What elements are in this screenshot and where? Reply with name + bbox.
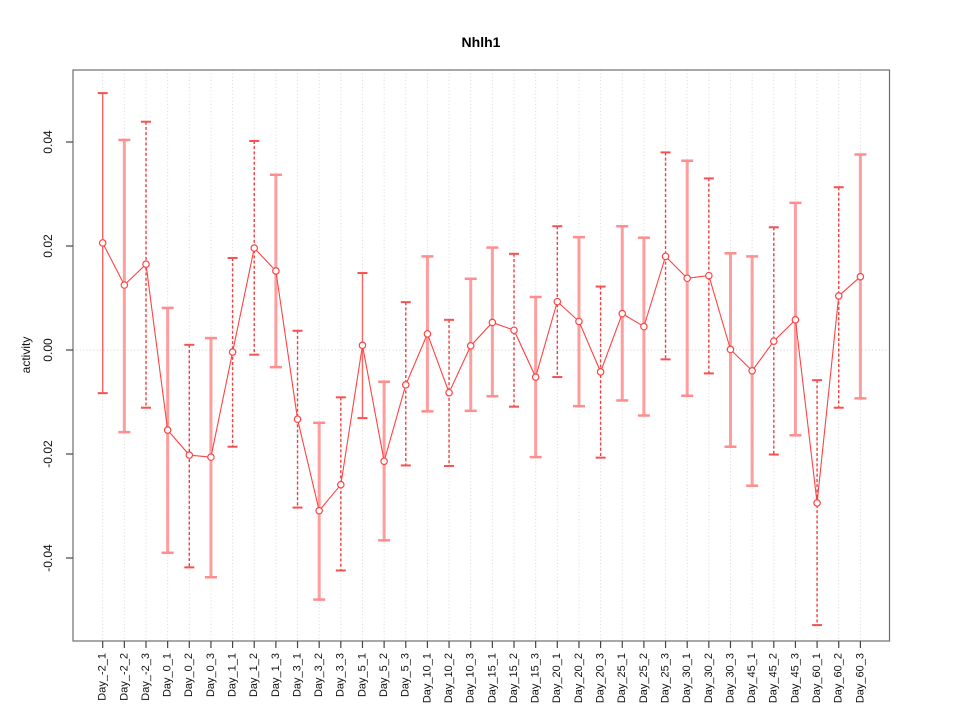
x-tick-label: Day_5_2 — [378, 653, 390, 697]
data-point-marker — [185, 451, 194, 459]
y-tick-label: -0.04 — [41, 544, 55, 572]
data-point-marker — [250, 244, 259, 252]
y-tick-label: 0.02 — [41, 234, 55, 258]
x-tick-label: Day_30_2 — [703, 653, 715, 703]
data-point-marker — [834, 292, 843, 300]
data-point-marker — [575, 317, 583, 326]
data-point-marker — [358, 341, 367, 350]
x-tick-label: Day_60_3 — [854, 653, 866, 703]
x-tick-label: Day_3_3 — [335, 653, 347, 697]
data-point-marker — [315, 506, 323, 515]
data-point-marker — [380, 457, 388, 466]
x-tick-label: Day_30_3 — [724, 653, 736, 703]
x-tick-label: Day_3_1 — [291, 653, 303, 697]
x-tick-label: Day_-2_3 — [140, 653, 152, 701]
data-point-marker — [683, 274, 691, 283]
x-tick-label: Day_15_1 — [486, 653, 498, 703]
data-point-marker — [445, 388, 453, 397]
x-tick-label: Day_5_3 — [400, 653, 412, 697]
data-point-marker — [466, 342, 475, 350]
data-point-marker — [813, 499, 821, 507]
x-tick-label: Day_20_3 — [595, 653, 607, 703]
data-point-marker — [531, 373, 540, 381]
data-point-marker — [596, 368, 605, 376]
x-tick-label: Day_-2_2 — [118, 653, 130, 701]
data-point-marker — [228, 348, 237, 356]
x-tick-label: Day_0_1 — [162, 653, 174, 697]
data-point-marker — [488, 318, 497, 327]
data-point-marker — [293, 415, 302, 423]
x-tick-label: Day_5_1 — [356, 653, 368, 697]
data-point-marker — [120, 281, 129, 289]
x-tick-label: Day_1_2 — [248, 653, 260, 697]
data-point-marker — [272, 267, 280, 275]
x-tick-label: Day_10_3 — [465, 653, 477, 703]
data-point-marker — [791, 316, 800, 324]
x-tick-label: Day_15_2 — [508, 653, 520, 703]
x-tick-label: Day_0_2 — [183, 653, 195, 697]
data-point-marker — [661, 252, 670, 261]
data-point-marker — [423, 330, 432, 338]
data-point-marker — [401, 381, 410, 389]
data-point-marker — [640, 322, 648, 331]
y-tick-label: 0.00 — [41, 338, 55, 362]
x-tick-label: Day_10_1 — [421, 653, 433, 703]
data-point-marker — [337, 480, 345, 489]
data-point-marker — [769, 337, 778, 345]
x-tick-label: Day_3_2 — [313, 653, 325, 697]
y-tick-label: -0.02 — [41, 440, 55, 468]
x-tick-label: Day_10_2 — [443, 653, 455, 703]
data-point-marker — [163, 426, 172, 434]
y-axis-label: activity — [19, 337, 33, 374]
data-point-marker — [207, 453, 215, 461]
x-tick-label: Day_25_2 — [638, 653, 650, 703]
data-point-marker — [618, 309, 627, 318]
data-point-marker — [553, 297, 562, 306]
plot-border — [72, 69, 891, 642]
x-tick-label: Day_25_3 — [659, 653, 671, 703]
data-point-marker — [748, 366, 756, 375]
x-tick-label: Day_25_1 — [616, 653, 628, 703]
x-tick-label: Day_-2_1 — [97, 653, 109, 701]
x-tick-label: Day_60_1 — [811, 653, 823, 703]
x-tick-label: Day_1_3 — [270, 653, 282, 697]
x-tick-label: Day_20_1 — [551, 653, 563, 703]
chart-title: Nhlh1 — [462, 34, 501, 50]
data-point-marker — [856, 272, 865, 281]
x-tick-label: Day_45_2 — [768, 653, 780, 703]
data-point-marker — [98, 239, 107, 247]
y-tick-label: 0.04 — [41, 130, 55, 154]
data-point-marker — [726, 345, 735, 354]
x-tick-label: Day_0_3 — [205, 653, 217, 697]
x-tick-label: Day_30_1 — [681, 653, 693, 703]
plot-area: -0.04 -0.02 0.00 0.02 0.04 Day_-2_1 Day_-2_2 Da… — [41, 69, 891, 703]
x-tick-label: Day_60_2 — [833, 653, 845, 703]
x-tick-label: Day_20_2 — [573, 653, 585, 703]
data-point-marker — [142, 260, 150, 269]
x-tick-label: Day_15_3 — [530, 653, 542, 703]
series-line — [102, 242, 861, 512]
x-tick-label: Day_45_1 — [746, 653, 758, 703]
x-tick-label: Day_45_3 — [789, 653, 801, 703]
data-point-marker — [705, 271, 713, 280]
data-point-marker — [510, 326, 518, 335]
x-tick-label: Day_1_1 — [226, 653, 238, 697]
